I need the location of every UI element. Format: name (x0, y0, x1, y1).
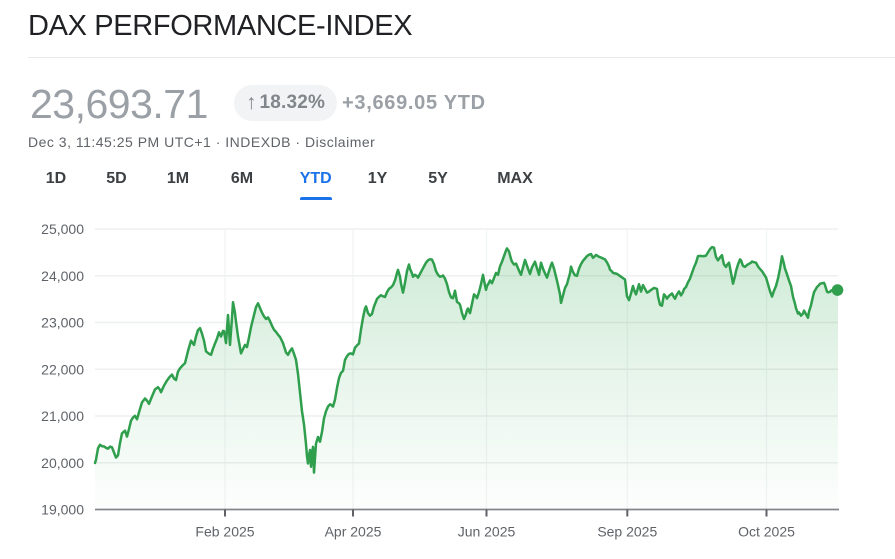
change-percent-badge: ↑ 18.32% (234, 85, 338, 121)
disclaimer-link[interactable]: Disclaimer (304, 134, 376, 150)
arrow-up-icon: ↑ (246, 91, 257, 114)
x-axis-label: Jun 2025 (458, 524, 516, 540)
change-percent-value: 18.32% (259, 92, 326, 113)
quote-timestamp: Dec 3, 11:45:25 PM UTC+1 (28, 134, 212, 150)
quote-meta-line: Dec 3, 11:45:25 PM UTC+1 · INDEXDB · Dis… (28, 134, 375, 150)
exchange-name: INDEXDB (225, 134, 292, 150)
y-axis-label: 19,000 (41, 502, 84, 518)
range-tab-1m[interactable]: 1M (166, 170, 190, 187)
y-axis-label: 22,000 (41, 361, 84, 377)
latest-price-dot (831, 284, 844, 296)
separator-dot: · (215, 134, 221, 150)
x-axis-label: Oct 2025 (738, 524, 795, 540)
header-divider (28, 57, 895, 58)
page-title: DAX PERFORMANCE-INDEX (28, 10, 413, 42)
y-axis-label: 25,000 (41, 221, 84, 237)
price-value: 23,693.71 (30, 81, 208, 127)
range-tab-5d[interactable]: 5D (106, 170, 127, 187)
range-tab-ytd[interactable]: YTD (300, 170, 332, 200)
chart-area-fill (95, 247, 838, 510)
y-axis-label: 20,000 (41, 455, 84, 471)
x-axis-label: Feb 2025 (195, 524, 254, 540)
y-axis-label: 23,000 (41, 315, 84, 331)
x-axis-label: Sep 2025 (597, 524, 657, 540)
y-axis-label: 24,000 (41, 268, 84, 284)
y-axis-label: 21,000 (41, 408, 84, 424)
change-absolute-ytd: +3,669.05 YTD (342, 91, 486, 114)
range-tab-max[interactable]: MAX (497, 170, 533, 187)
range-tab-1y[interactable]: 1Y (367, 170, 388, 187)
range-tab-5y[interactable]: 5Y (428, 170, 448, 187)
separator-dot: · (295, 134, 301, 150)
range-tab-1d[interactable]: 1D (45, 170, 67, 187)
range-tab-6m[interactable]: 6M (230, 170, 254, 187)
x-axis-label: Apr 2025 (325, 524, 382, 540)
time-range-tabs: 1D 5D 1M 6M YTD 1Y 5Y MAX (0, 170, 895, 210)
chart-line (93, 245, 840, 474)
